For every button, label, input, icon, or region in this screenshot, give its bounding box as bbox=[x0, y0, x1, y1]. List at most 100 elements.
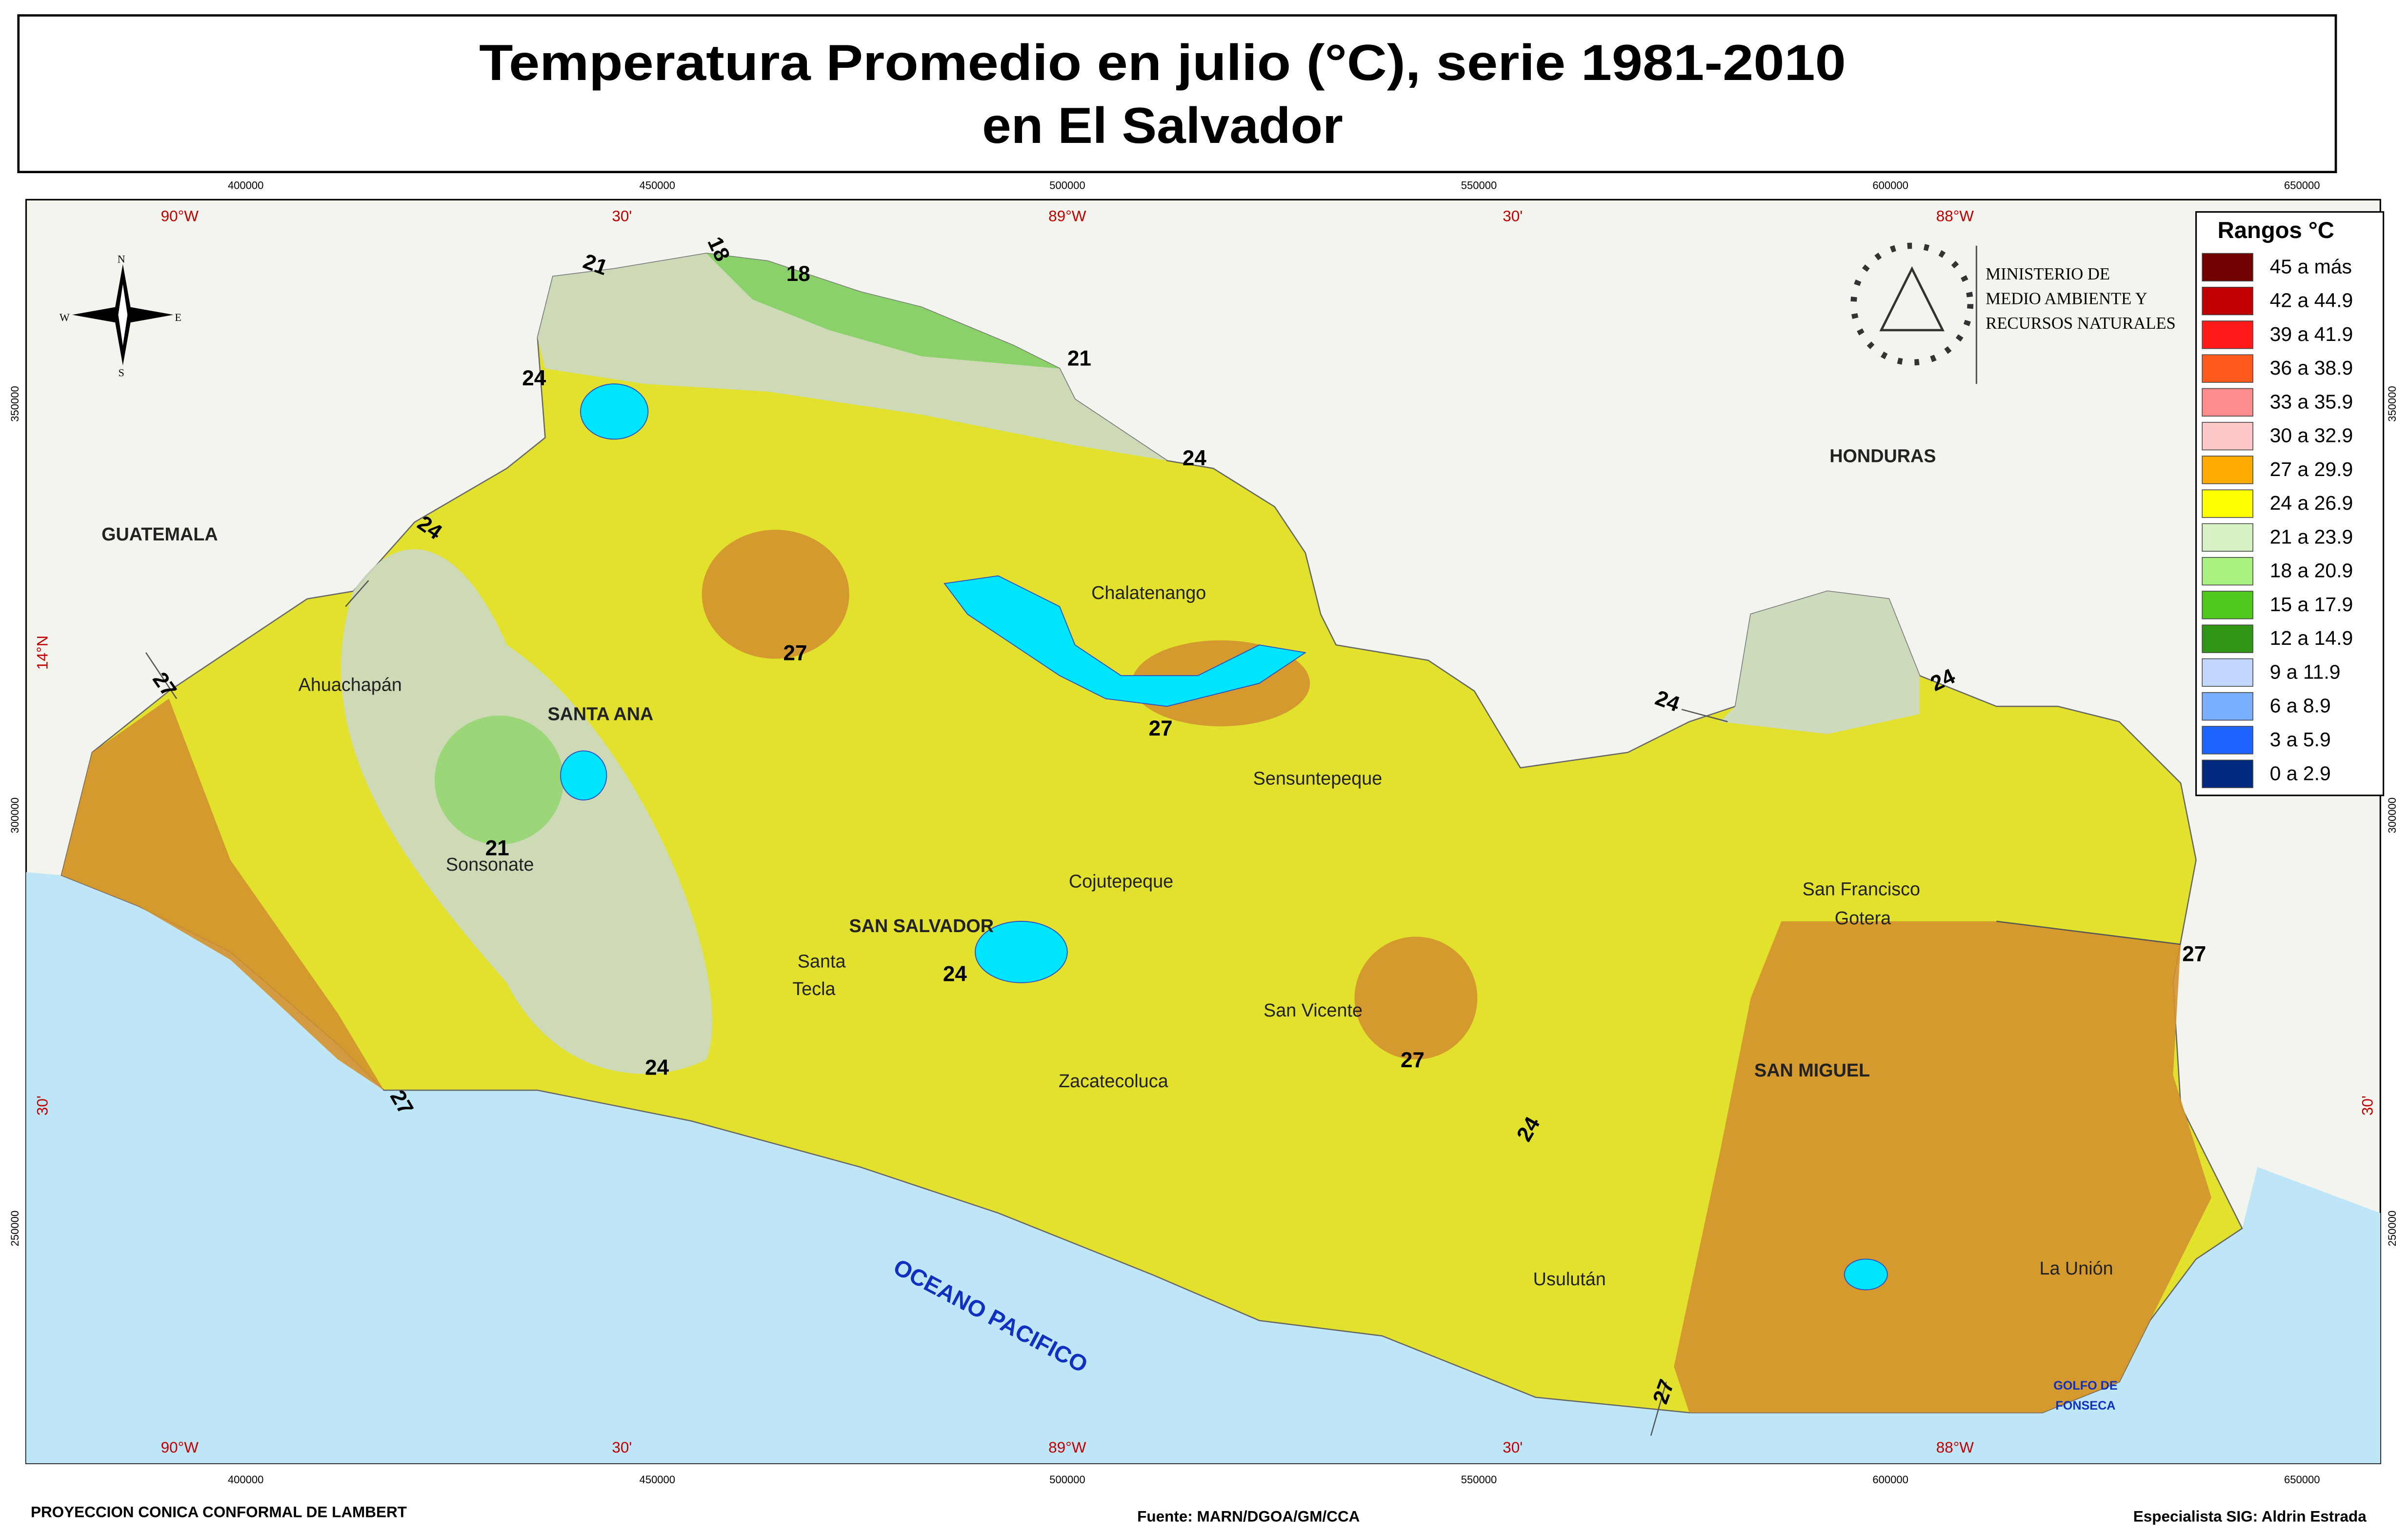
legend-label: 18 a 20.9 bbox=[2270, 559, 2353, 582]
gulf-label: GOLFO DE bbox=[2053, 1379, 2117, 1393]
legend-swatch bbox=[2202, 692, 2253, 721]
zone-27 bbox=[61, 698, 384, 1091]
compass-label: E bbox=[175, 311, 181, 323]
legend-label: 36 a 38.9 bbox=[2270, 357, 2353, 379]
zone-21 bbox=[1720, 591, 1920, 734]
latitude-label: 14°N bbox=[34, 636, 51, 670]
longitude-label: 88°W bbox=[1936, 1439, 1974, 1456]
legend-swatch bbox=[2202, 523, 2253, 552]
longitude-label: 30' bbox=[612, 1439, 632, 1456]
longitude-label: 89°W bbox=[1048, 1439, 1086, 1456]
lake bbox=[943, 575, 1307, 707]
northing-label: 250000 bbox=[2386, 1211, 2398, 1246]
zone-27 bbox=[702, 530, 849, 659]
lakes bbox=[560, 383, 1888, 1291]
legend-swatch bbox=[2202, 624, 2253, 653]
longitude-label: 90°W bbox=[161, 207, 199, 224]
isotherm-label: 18 bbox=[786, 262, 810, 286]
northing-label: 300000 bbox=[2386, 797, 2398, 833]
legend-label: 45 a más bbox=[2270, 255, 2352, 278]
legend-swatch bbox=[2202, 489, 2253, 518]
isotherm-line bbox=[1650, 1381, 1667, 1436]
legend-label: 9 a 11.9 bbox=[2270, 660, 2341, 683]
place-label: Chalatenango bbox=[1091, 583, 1206, 603]
isotherm-line bbox=[145, 652, 178, 699]
legend-swatch bbox=[2202, 456, 2253, 484]
ministry-text: RECURSOS NATURALES bbox=[1986, 314, 2175, 333]
country-label: GUATEMALA bbox=[101, 524, 218, 545]
compass-label: S bbox=[119, 366, 124, 379]
legend-label: 6 a 8.9 bbox=[2270, 695, 2331, 717]
longitude-label: 90°W bbox=[161, 1439, 199, 1456]
legend-swatch bbox=[2202, 320, 2253, 349]
lake bbox=[560, 750, 607, 801]
easting-label: 650000 bbox=[2284, 1474, 2320, 1486]
legend-label: 39 a 41.9 bbox=[2270, 323, 2353, 345]
legend-swatch bbox=[2202, 388, 2253, 417]
title: Temperatura Promedio en julio (°C), seri… bbox=[479, 35, 1846, 91]
isotherm-label: 24 bbox=[522, 366, 546, 390]
longitude-label: 30' bbox=[1503, 207, 1523, 224]
zone-27 bbox=[1354, 936, 1478, 1060]
compass-label: N bbox=[118, 253, 125, 265]
longitude-label: 89°W bbox=[1048, 207, 1086, 224]
latitude-label: 30' bbox=[2359, 1096, 2376, 1116]
easting-label: 400000 bbox=[228, 1474, 263, 1486]
footer-projection: PROYECCION CONICA CONFORMAL DE LAMBERT bbox=[31, 1503, 407, 1520]
footer-source: Fuente: MARN/DGOA/GM/CCA bbox=[1137, 1508, 1360, 1525]
zone-18 bbox=[706, 253, 1060, 369]
legend-title: Rangos °C bbox=[2218, 218, 2334, 243]
gulf-label: FONSECA bbox=[2055, 1399, 2115, 1413]
isotherm-line bbox=[1996, 920, 2181, 945]
ministry-logo bbox=[1850, 242, 1974, 366]
ministry: MINISTERIO DE MEDIO AMBIENTE Y RECURSOS … bbox=[1850, 242, 2176, 384]
legend-swatch bbox=[2202, 591, 2253, 619]
place-label: San Vicente bbox=[1264, 1000, 1363, 1021]
ministry-text: MINISTERIO DE bbox=[1986, 265, 2110, 283]
place-label: SAN SALVADOR bbox=[849, 916, 994, 936]
legend-label: 15 a 17.9 bbox=[2270, 593, 2353, 616]
legend-label: 30 a 32.9 bbox=[2270, 424, 2353, 447]
legend-label: 27 a 29.9 bbox=[2270, 458, 2353, 480]
easting-label: 550000 bbox=[1461, 179, 1497, 191]
legend-label: 12 a 14.9 bbox=[2270, 627, 2353, 649]
legend-swatch bbox=[2202, 658, 2253, 687]
title-box bbox=[17, 14, 2337, 174]
isotherm-label: 24 bbox=[1183, 446, 1207, 470]
northing-label: 350000 bbox=[2386, 386, 2398, 421]
isotherm-label: 21 bbox=[485, 837, 509, 860]
title: en El Salvador bbox=[982, 98, 1343, 154]
legend-label: 42 a 44.9 bbox=[2270, 289, 2353, 312]
ministry-logo bbox=[1879, 266, 1945, 332]
legend: Rangos °C 45 a más 42 a 44.9 39 a 41.9 36 a… bbox=[2195, 211, 2385, 797]
easting-label: 650000 bbox=[2284, 179, 2320, 191]
isotherm-label: 27 bbox=[1401, 1048, 1425, 1072]
longitude-label: 88°W bbox=[1936, 207, 1974, 224]
northing-label: 250000 bbox=[9, 1211, 21, 1246]
place-label: Santa bbox=[798, 951, 846, 972]
place-label: Ahuachapán bbox=[299, 675, 402, 696]
place-label: Cojutepeque bbox=[1069, 872, 1173, 892]
zone-21 bbox=[537, 253, 1167, 461]
compass-label: W bbox=[60, 311, 70, 323]
legend-swatch bbox=[2202, 354, 2253, 383]
northing-label: 300000 bbox=[9, 797, 21, 833]
isotherm-line bbox=[345, 580, 369, 607]
country-label: HONDURAS bbox=[1829, 446, 1936, 467]
isotherm-line bbox=[1681, 709, 1728, 722]
place-label: Tecla bbox=[792, 979, 835, 999]
isotherm-label: 27 bbox=[2182, 942, 2206, 966]
lake bbox=[580, 383, 649, 440]
easting-label: 600000 bbox=[1872, 179, 1908, 191]
zone-18 bbox=[434, 716, 564, 845]
place-label: La Unión bbox=[2039, 1258, 2113, 1279]
place-label: Usulután bbox=[1533, 1269, 1606, 1290]
legend-swatch bbox=[2202, 253, 2253, 281]
ocean bbox=[26, 872, 2381, 1464]
place-label: SAN MIGUEL bbox=[1754, 1060, 1870, 1081]
isotherm-label: 27 bbox=[1149, 717, 1173, 740]
northing-label: 350000 bbox=[9, 386, 21, 421]
easting-label: 550000 bbox=[1461, 1474, 1497, 1486]
